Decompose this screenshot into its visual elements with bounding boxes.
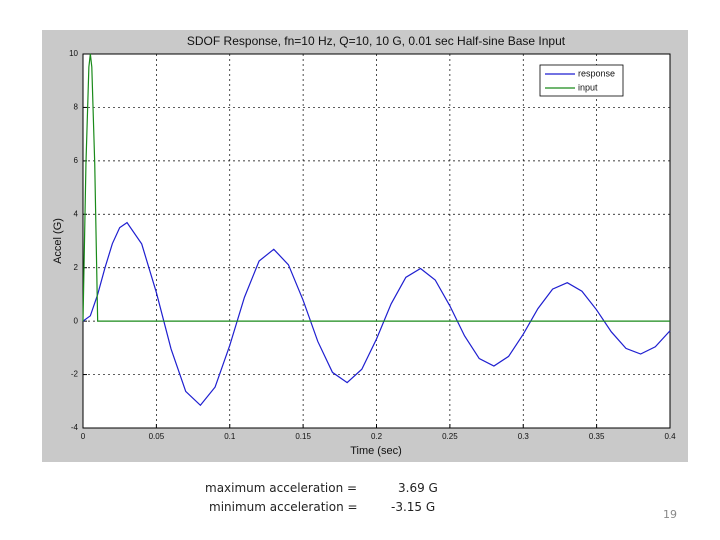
legend-box — [539, 64, 624, 97]
y-tick-label: -2 — [71, 370, 79, 379]
series-line — [82, 221, 671, 407]
x-axis-label: Time (sec) — [350, 445, 402, 457]
legend: response input — [539, 64, 624, 97]
y-tick-label: 4 — [74, 209, 79, 218]
y-axis-label: Accel (G) — [52, 218, 64, 264]
y-tick-label: 10 — [69, 49, 78, 58]
y-tick-label: 6 — [74, 156, 79, 165]
stat-value: 3.69 G — [398, 481, 438, 495]
x-tick-label: 0.15 — [295, 432, 311, 441]
x-tick-label: 0 — [81, 432, 86, 441]
x-tick-label: 0.3 — [518, 432, 530, 441]
y-tick-label: 8 — [74, 103, 79, 112]
slide-number: 19 — [663, 508, 677, 521]
x-tick-label: 0.4 — [664, 432, 676, 441]
x-tick-label: 0.35 — [589, 432, 605, 441]
chart-title: SDOF Response, fn=10 Hz, Q=10, 10 G, 0.0… — [187, 34, 566, 48]
stat-label: minimum acceleration = — [209, 500, 358, 514]
x-tick-label: 0.25 — [442, 432, 458, 441]
legend-label: input — [578, 82, 598, 92]
y-tick-label: 0 — [74, 316, 79, 325]
x-tick-label: 0.2 — [371, 432, 383, 441]
series-line — [82, 53, 670, 322]
y-tick-label: -4 — [71, 423, 79, 432]
y-tick-label: 2 — [74, 263, 79, 272]
stat-value: -3.15 G — [391, 500, 436, 514]
x-tick-label: 0.05 — [149, 432, 165, 441]
legend-label: response — [578, 68, 615, 78]
x-tick-label: 0.1 — [224, 432, 236, 441]
stat-label: maximum acceleration = — [205, 481, 358, 495]
